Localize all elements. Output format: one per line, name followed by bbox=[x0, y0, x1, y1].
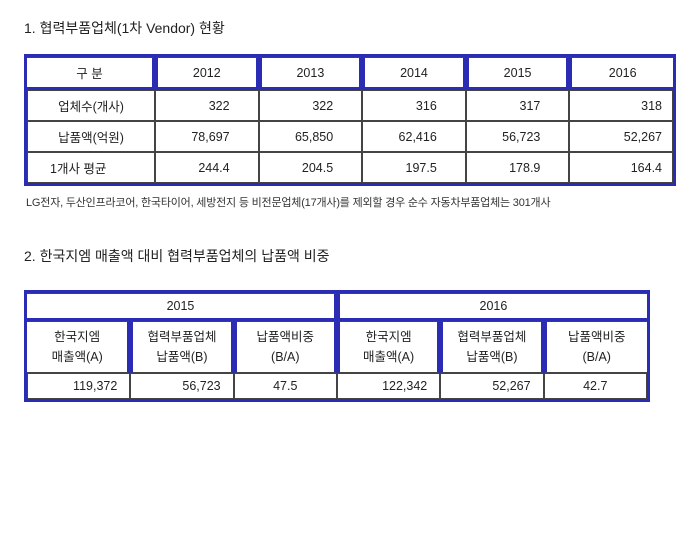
t1-year-2013: 2013 bbox=[259, 57, 363, 90]
t1-cell: 56,723 bbox=[466, 121, 570, 152]
t1-cell: 322 bbox=[155, 90, 259, 121]
t2-col-l2: 매출액(A) bbox=[363, 350, 414, 364]
t2-data-row: 119,372 56,723 47.5 122,342 52,267 42.7 bbox=[27, 373, 647, 399]
t1-row-delivery-amount: 납품액(억원) 78,697 65,850 62,416 56,723 52,2… bbox=[27, 121, 673, 152]
t1-cell: 65,850 bbox=[259, 121, 363, 152]
t1-cell: 318 bbox=[569, 90, 673, 121]
t2-col-ratio-2016: 납품액비중 (B/A) bbox=[544, 321, 647, 373]
t2-col-ratio-2015: 납품액비중 (B/A) bbox=[234, 321, 337, 373]
t1-cell: 244.4 bbox=[155, 152, 259, 183]
t2-col-sales-a-2016: 한국지엠 매출액(A) bbox=[337, 321, 440, 373]
t1-row-per-company-avg: 1개사 평균 244.4 204.5 197.5 178.9 164.4 bbox=[27, 152, 673, 183]
t2-col-l1: 납품액비중 bbox=[568, 330, 626, 344]
section1-title: 1. 협력부품업체(1차 Vendor) 현황 bbox=[24, 18, 676, 38]
t1-row-label: 업체수(개사) bbox=[27, 90, 155, 121]
t2-col-l2: 납품액(B) bbox=[466, 350, 517, 364]
t2-col-l2: 매출액(A) bbox=[52, 350, 103, 364]
t2-year-row: 2015 2016 bbox=[27, 293, 647, 321]
sales-ratio-table: 2015 2016 한국지엠 매출액(A) 협력부품업체 납품액(B) 납품액비… bbox=[24, 290, 650, 402]
t2-subheader-row: 한국지엠 매출액(A) 협력부품업체 납품액(B) 납품액비중 (B/A) 한국… bbox=[27, 321, 647, 373]
t2-col-l1: 협력부품업체 bbox=[147, 330, 216, 344]
t2-col-l2: 납품액(B) bbox=[156, 350, 207, 364]
t1-cell: 164.4 bbox=[569, 152, 673, 183]
t2-cell: 56,723 bbox=[130, 373, 233, 399]
t1-header-row: 구 분 2012 2013 2014 2015 2016 bbox=[27, 57, 673, 90]
t2-col-l1: 협력부품업체 bbox=[457, 330, 526, 344]
t2-col-delivery-b-2016: 협력부품업체 납품액(B) bbox=[440, 321, 543, 373]
t1-cell: 52,267 bbox=[569, 121, 673, 152]
t2-year-2016: 2016 bbox=[337, 293, 647, 321]
vendor-status-table: 구 분 2012 2013 2014 2015 2016 업체수(개사) 322… bbox=[24, 54, 676, 186]
t2-cell: 122,342 bbox=[337, 373, 440, 399]
t1-cell: 204.5 bbox=[259, 152, 363, 183]
t1-year-2016: 2016 bbox=[569, 57, 673, 90]
t1-year-2015: 2015 bbox=[466, 57, 570, 90]
t2-cell: 47.5 bbox=[234, 373, 337, 399]
t2-cell: 119,372 bbox=[27, 373, 130, 399]
t2-col-l1: 한국지엠 bbox=[54, 330, 100, 344]
t2-col-l1: 한국지엠 bbox=[366, 330, 412, 344]
t1-cell: 178.9 bbox=[466, 152, 570, 183]
t1-header-label: 구 분 bbox=[27, 57, 155, 90]
t1-cell: 322 bbox=[259, 90, 363, 121]
section1-footnote: LG전자, 두산인프라코어, 한국타이어, 세방전지 등 비전문업체(17개사)… bbox=[26, 194, 674, 210]
t1-cell: 317 bbox=[466, 90, 570, 121]
t1-cell: 78,697 bbox=[155, 121, 259, 152]
t2-cell: 42.7 bbox=[544, 373, 647, 399]
t1-year-2012: 2012 bbox=[155, 57, 259, 90]
t1-year-2014: 2014 bbox=[362, 57, 466, 90]
t2-col-sales-a-2015: 한국지엠 매출액(A) bbox=[27, 321, 130, 373]
t2-cell: 52,267 bbox=[440, 373, 543, 399]
t1-cell: 316 bbox=[362, 90, 466, 121]
t1-cell: 62,416 bbox=[362, 121, 466, 152]
t1-row-label: 1개사 평균 bbox=[27, 152, 155, 183]
t1-row-companies: 업체수(개사) 322 322 316 317 318 bbox=[27, 90, 673, 121]
t2-col-delivery-b-2015: 협력부품업체 납품액(B) bbox=[130, 321, 233, 373]
t2-col-l1: 납품액비중 bbox=[257, 330, 315, 344]
section2-title: 2. 한국지엠 매출액 대비 협력부품업체의 납품액 비중 bbox=[24, 246, 676, 266]
t1-row-label: 납품액(억원) bbox=[27, 121, 155, 152]
t1-cell: 197.5 bbox=[362, 152, 466, 183]
t2-col-l2: (B/A) bbox=[582, 350, 610, 364]
t2-col-l2: (B/A) bbox=[271, 350, 299, 364]
t2-year-2015: 2015 bbox=[27, 293, 337, 321]
